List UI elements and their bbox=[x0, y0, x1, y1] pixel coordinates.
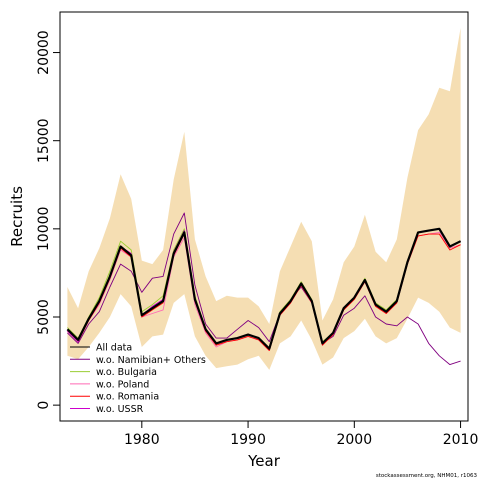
x-axis: 1980 1990 2000 2010 bbox=[124, 421, 478, 448]
legend-label-all-data: All data bbox=[96, 343, 132, 354]
confidence-band bbox=[67, 27, 461, 370]
y-axis-title: Recruits bbox=[8, 186, 26, 247]
y-tick-label: 0 bbox=[36, 401, 52, 410]
series-lines bbox=[66, 212, 462, 366]
y-tick-label: 15000 bbox=[36, 118, 52, 163]
x-tick-label: 1990 bbox=[230, 432, 266, 448]
y-tick-label: 20000 bbox=[36, 30, 52, 75]
legend-label-w-o-namibian-others: w.o. Namibian+ Others bbox=[96, 355, 206, 366]
x-axis-title: Year bbox=[247, 452, 281, 470]
x-tick-label: 2000 bbox=[336, 432, 372, 448]
x-tick-label: 1980 bbox=[124, 432, 160, 448]
plot-frame bbox=[59, 11, 469, 422]
legend-label-w-o-poland: w.o. Poland bbox=[96, 379, 149, 390]
y-tick-label: 10000 bbox=[36, 207, 52, 252]
legend-label-w-o-romania: w.o. Romania bbox=[96, 392, 159, 403]
y-tick-label: 5000 bbox=[36, 299, 52, 335]
confidence-band-area bbox=[67, 27, 461, 370]
series-line-w-o-namibian-others bbox=[67, 212, 461, 366]
x-tick-label: 2010 bbox=[443, 432, 479, 448]
series-line-all-data bbox=[66, 227, 462, 350]
legend-label-w-o-bulgaria: w.o. Bulgaria bbox=[96, 367, 157, 378]
legend-label-w-o-ussr: w.o. USSR bbox=[96, 404, 144, 415]
footer-credit: stockassessment.org, NHM01, r1063 bbox=[376, 473, 478, 479]
y-axis: 0 5000 10000 15000 20000 bbox=[36, 30, 60, 410]
